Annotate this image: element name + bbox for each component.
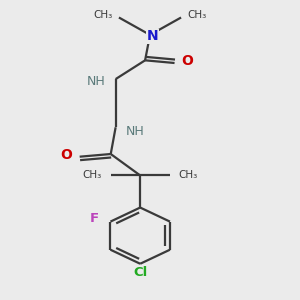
Text: Cl: Cl: [133, 266, 147, 279]
Text: CH₃: CH₃: [82, 170, 102, 180]
Text: N: N: [147, 29, 158, 43]
Text: NH: NH: [126, 125, 145, 138]
Text: O: O: [182, 54, 194, 68]
Text: CH₃: CH₃: [94, 10, 113, 20]
Text: CH₃: CH₃: [187, 10, 206, 20]
Text: O: O: [61, 148, 73, 162]
Text: NH: NH: [86, 75, 105, 88]
Text: CH₃: CH₃: [179, 170, 198, 180]
Text: F: F: [90, 212, 99, 225]
